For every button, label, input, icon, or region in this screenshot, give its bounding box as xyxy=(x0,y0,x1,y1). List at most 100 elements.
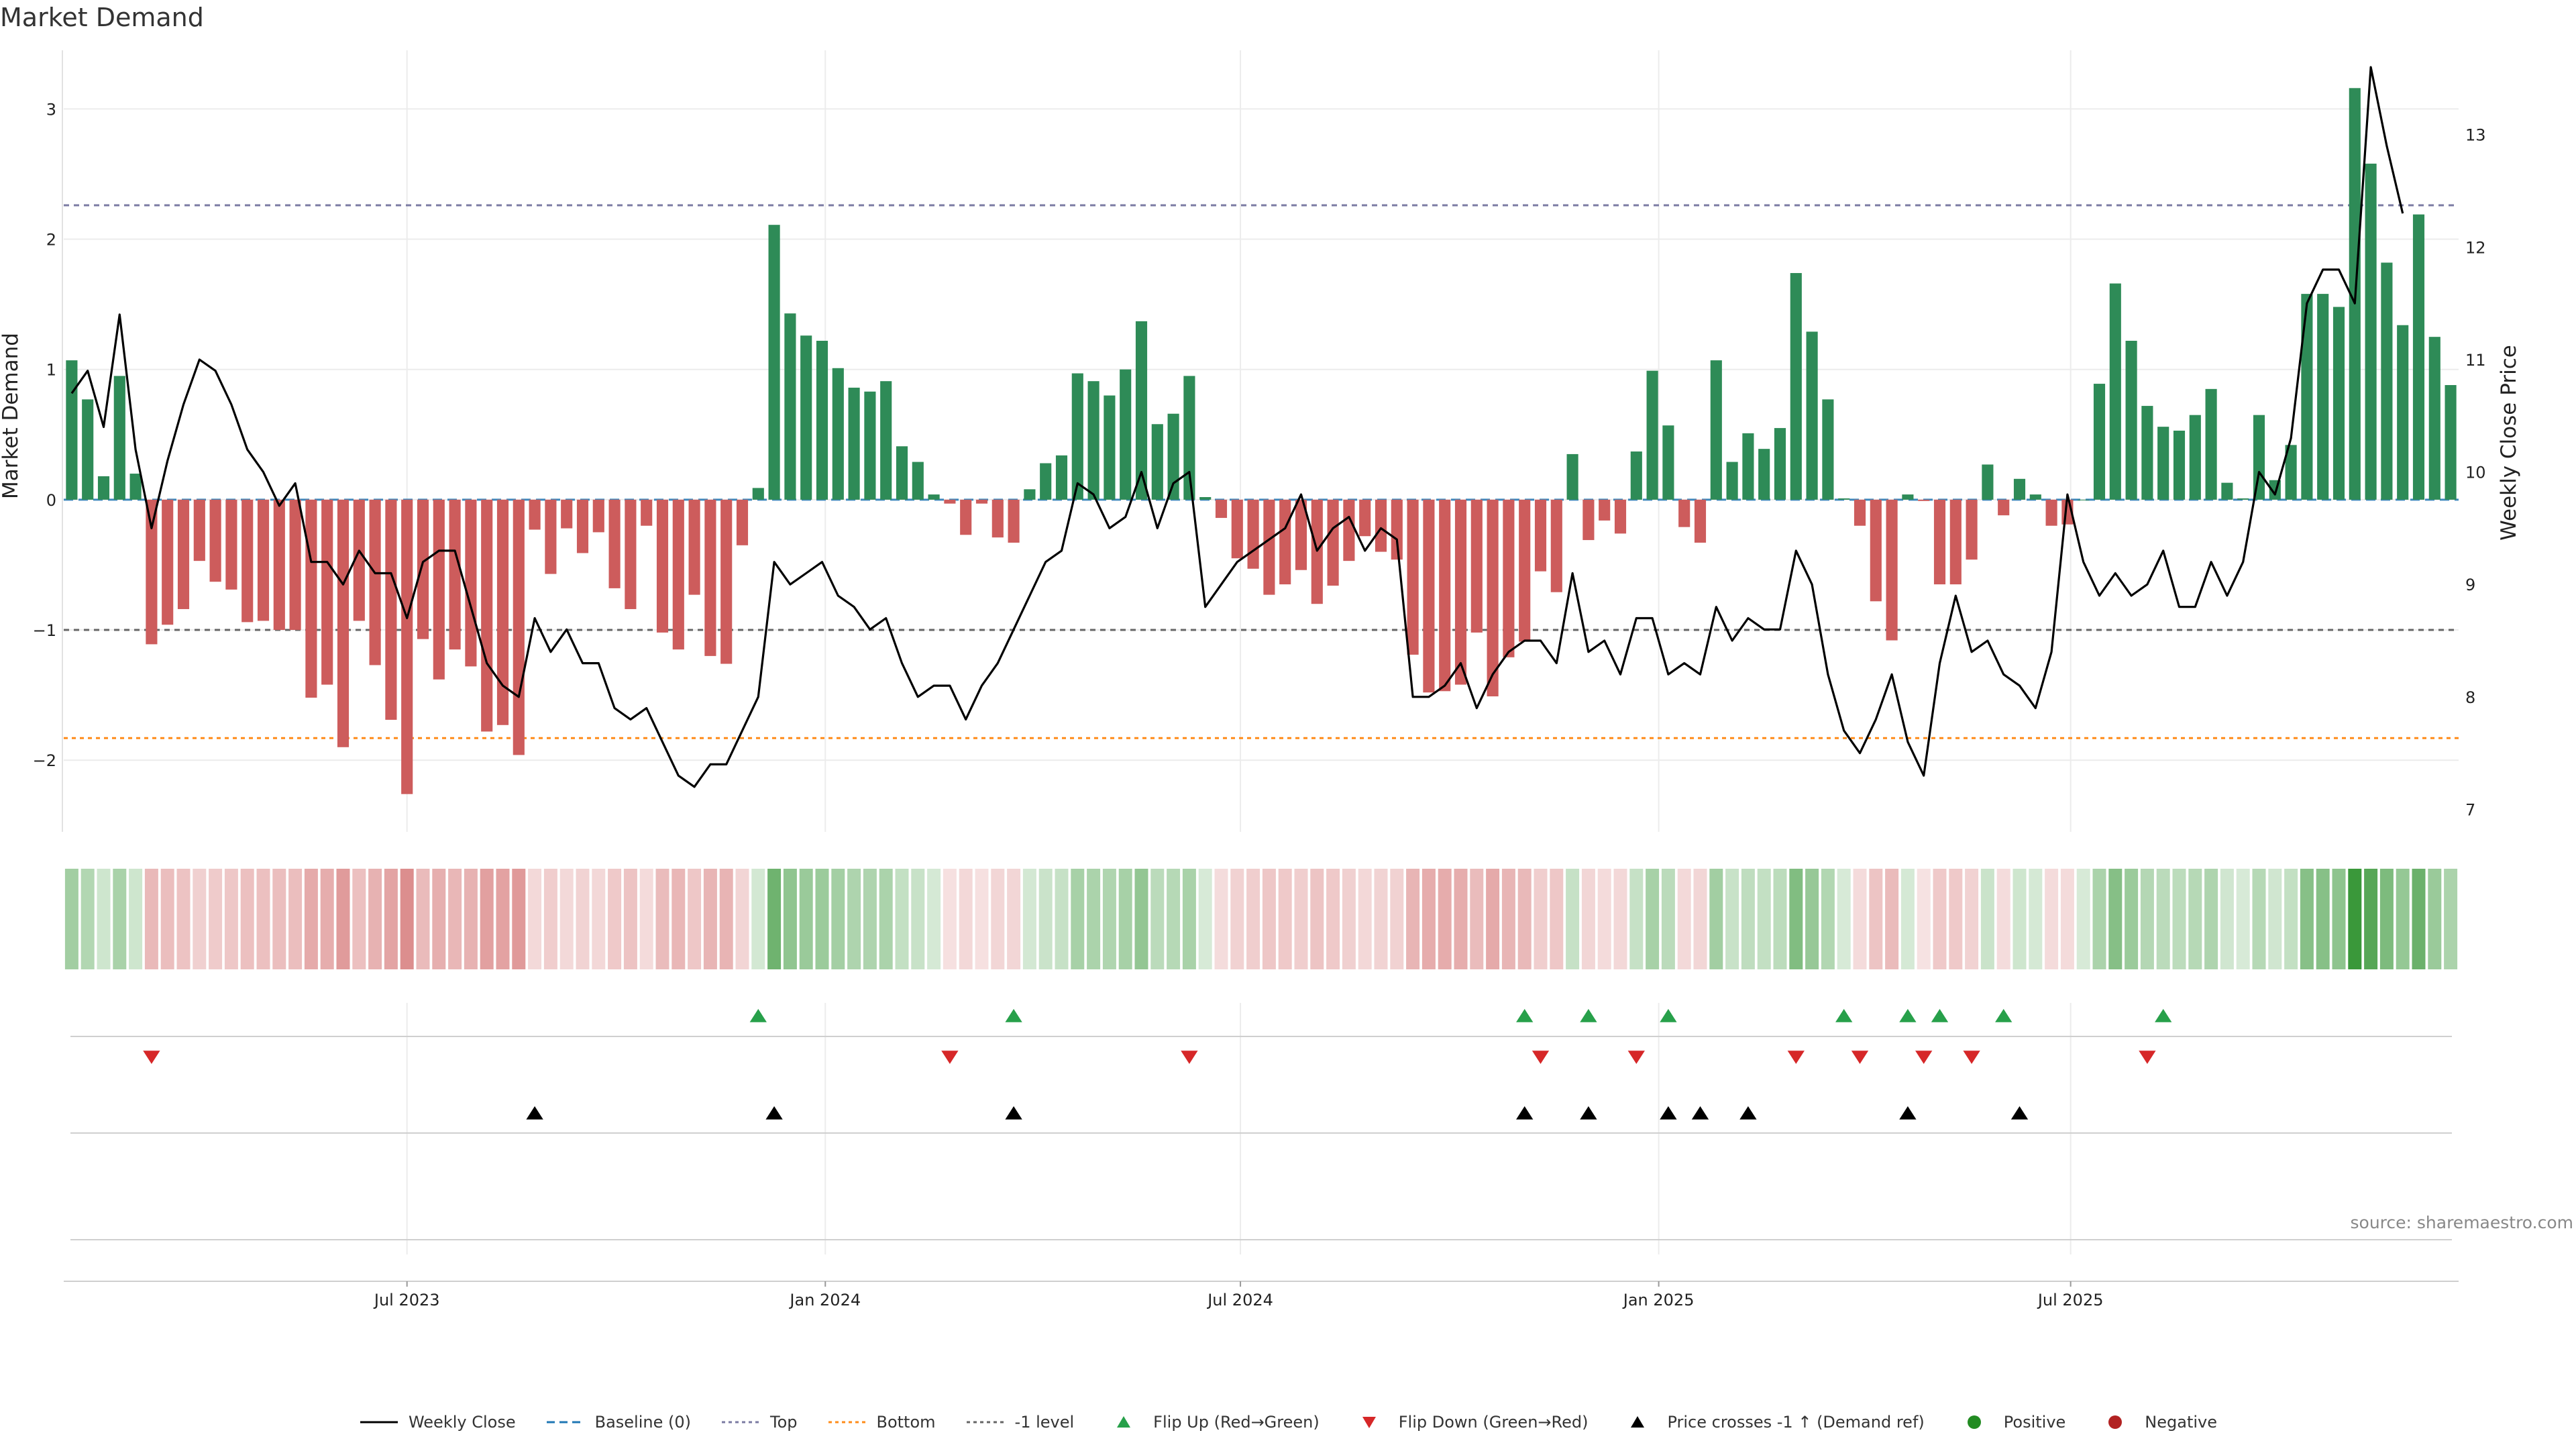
demand-bar xyxy=(784,313,796,500)
heat-cell xyxy=(144,869,158,969)
heat-cell xyxy=(1629,869,1644,969)
demand-bar xyxy=(1726,462,1738,500)
heat-cell xyxy=(1965,869,1979,969)
demand-bar xyxy=(225,499,237,590)
demand-bar xyxy=(704,499,716,656)
heat-cell xyxy=(735,869,749,969)
demand-bar xyxy=(2141,406,2153,500)
heat-cell xyxy=(1294,869,1308,969)
demand-bar xyxy=(1918,499,1930,501)
flip-up-marker xyxy=(1516,1009,1534,1022)
demand-bar xyxy=(2397,325,2409,500)
heat-cell xyxy=(1358,869,1372,969)
demand-bar xyxy=(529,499,541,530)
demand-bar xyxy=(1646,370,1658,500)
heat-cell xyxy=(2428,869,2442,969)
demand-bar xyxy=(1758,449,1770,500)
heat-cell xyxy=(1757,869,1771,969)
demand-bar xyxy=(2205,388,2217,500)
legend-symbol xyxy=(1349,1414,1389,1430)
demand-bar xyxy=(816,340,828,500)
heat-cell xyxy=(2045,869,2059,969)
heat-cell xyxy=(1278,869,1292,969)
heat-cell xyxy=(799,869,813,969)
legend-symbol xyxy=(1617,1414,1658,1430)
heat-cell xyxy=(1805,869,1819,969)
heat-cell xyxy=(2396,869,2410,969)
demand-bar xyxy=(289,499,301,631)
heat-cell xyxy=(2012,869,2027,969)
demand-bar xyxy=(1024,489,1036,500)
flip-up-marker xyxy=(1580,1009,1597,1022)
demand-bar xyxy=(1279,499,1291,585)
legend-label: Flip Up (Red→Green) xyxy=(1153,1413,1320,1432)
flip-down-marker xyxy=(1181,1051,1198,1064)
demand-bar xyxy=(1503,499,1515,657)
heat-cell xyxy=(129,869,143,969)
heat-cell xyxy=(2029,869,2043,969)
demand-bar xyxy=(1343,499,1355,561)
heat-cell xyxy=(1167,869,1181,969)
y-tick-right: 10 xyxy=(2465,464,2486,482)
heat-cell xyxy=(911,869,925,969)
demand-bar xyxy=(2365,163,2377,500)
demand-bar xyxy=(2381,262,2393,500)
heat-cell xyxy=(320,869,334,969)
demand-bar xyxy=(896,446,908,500)
legend-item-baseline: Baseline (0) xyxy=(545,1413,691,1432)
heat-cell xyxy=(1071,869,1085,969)
flip-down-marker xyxy=(1532,1051,1550,1064)
demand-bar xyxy=(864,391,876,500)
flip-down-marker xyxy=(1915,1051,1933,1064)
flip-down-marker xyxy=(1787,1051,1805,1064)
heat-cell xyxy=(1390,869,1404,969)
demand-bar xyxy=(1949,499,1962,585)
heat-cell xyxy=(1581,869,1595,969)
y-tick-left: 0 xyxy=(46,491,56,510)
flip-up-marker xyxy=(2155,1009,2172,1022)
demand-bar xyxy=(2332,307,2345,500)
heat-cell xyxy=(1646,869,1660,969)
demand-bar xyxy=(1439,499,1451,692)
demand-bar xyxy=(305,499,317,698)
heat-cell xyxy=(1837,869,1851,969)
demand-bar xyxy=(944,499,956,504)
demand-bar xyxy=(1662,425,1674,500)
heat-cell xyxy=(1470,869,1484,969)
heat-cell xyxy=(1773,869,1787,969)
price-cross-marker xyxy=(765,1106,783,1120)
source-note: source: sharemaestro.com xyxy=(2350,1213,2574,1232)
demand-bar xyxy=(1199,496,1212,500)
y-tick-right: 11 xyxy=(2465,351,2486,370)
demand-bar xyxy=(2445,385,2457,500)
x-tick-label: Jan 2024 xyxy=(788,1291,861,1309)
heat-cell xyxy=(1454,869,1468,969)
y-tick-right: 7 xyxy=(2465,800,2475,819)
demand-bar xyxy=(2173,430,2186,500)
heat-cell xyxy=(2444,869,2458,969)
flip-down-marker xyxy=(941,1051,959,1064)
y-tick-right: 9 xyxy=(2465,576,2475,594)
heat-cell xyxy=(1342,869,1356,969)
heat-cell xyxy=(1134,869,1148,969)
legend-label: Top xyxy=(770,1413,798,1432)
level-lines xyxy=(64,204,2459,739)
heat-cell xyxy=(1933,869,1947,969)
heat-cell xyxy=(352,869,366,969)
demand-bar xyxy=(209,499,221,582)
heat-cell xyxy=(2300,869,2314,969)
heat-cell xyxy=(1374,869,1388,969)
heat-cell xyxy=(2220,869,2234,969)
demand-bar xyxy=(1071,373,1083,500)
demand-bar xyxy=(1151,424,1163,500)
heat-cell xyxy=(368,869,382,969)
heat-cell xyxy=(1118,869,1132,969)
demand-bar xyxy=(1806,331,1818,500)
heat-cell xyxy=(496,869,510,969)
y-tick-right: 12 xyxy=(2465,238,2486,257)
demand-bar xyxy=(1327,499,1339,586)
demand-bar xyxy=(752,488,764,500)
demand-bar xyxy=(1933,499,1946,585)
demand-bar xyxy=(241,499,254,623)
demand-bar xyxy=(1519,499,1531,642)
